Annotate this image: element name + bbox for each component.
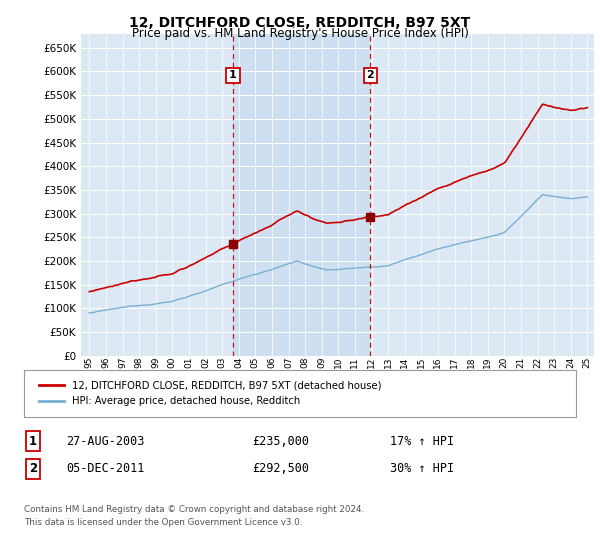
Text: 05-DEC-2011: 05-DEC-2011 <box>66 462 145 475</box>
Text: 12, DITCHFORD CLOSE, REDDITCH, B97 5XT: 12, DITCHFORD CLOSE, REDDITCH, B97 5XT <box>130 16 470 30</box>
Text: Contains HM Land Registry data © Crown copyright and database right 2024.
This d: Contains HM Land Registry data © Crown c… <box>24 505 364 526</box>
Text: 1: 1 <box>229 71 237 81</box>
Text: 17% ↑ HPI: 17% ↑ HPI <box>390 435 454 448</box>
Legend: 12, DITCHFORD CLOSE, REDDITCH, B97 5XT (detached house), HPI: Average price, det: 12, DITCHFORD CLOSE, REDDITCH, B97 5XT (… <box>35 377 385 410</box>
Text: Price paid vs. HM Land Registry's House Price Index (HPI): Price paid vs. HM Land Registry's House … <box>131 27 469 40</box>
Text: £235,000: £235,000 <box>252 435 309 448</box>
Text: 2: 2 <box>29 462 37 475</box>
Text: 30% ↑ HPI: 30% ↑ HPI <box>390 462 454 475</box>
Text: £292,500: £292,500 <box>252 462 309 475</box>
Text: 1: 1 <box>29 435 37 448</box>
Bar <box>233 34 370 356</box>
Text: 27-AUG-2003: 27-AUG-2003 <box>66 435 145 448</box>
Text: 2: 2 <box>367 71 374 81</box>
